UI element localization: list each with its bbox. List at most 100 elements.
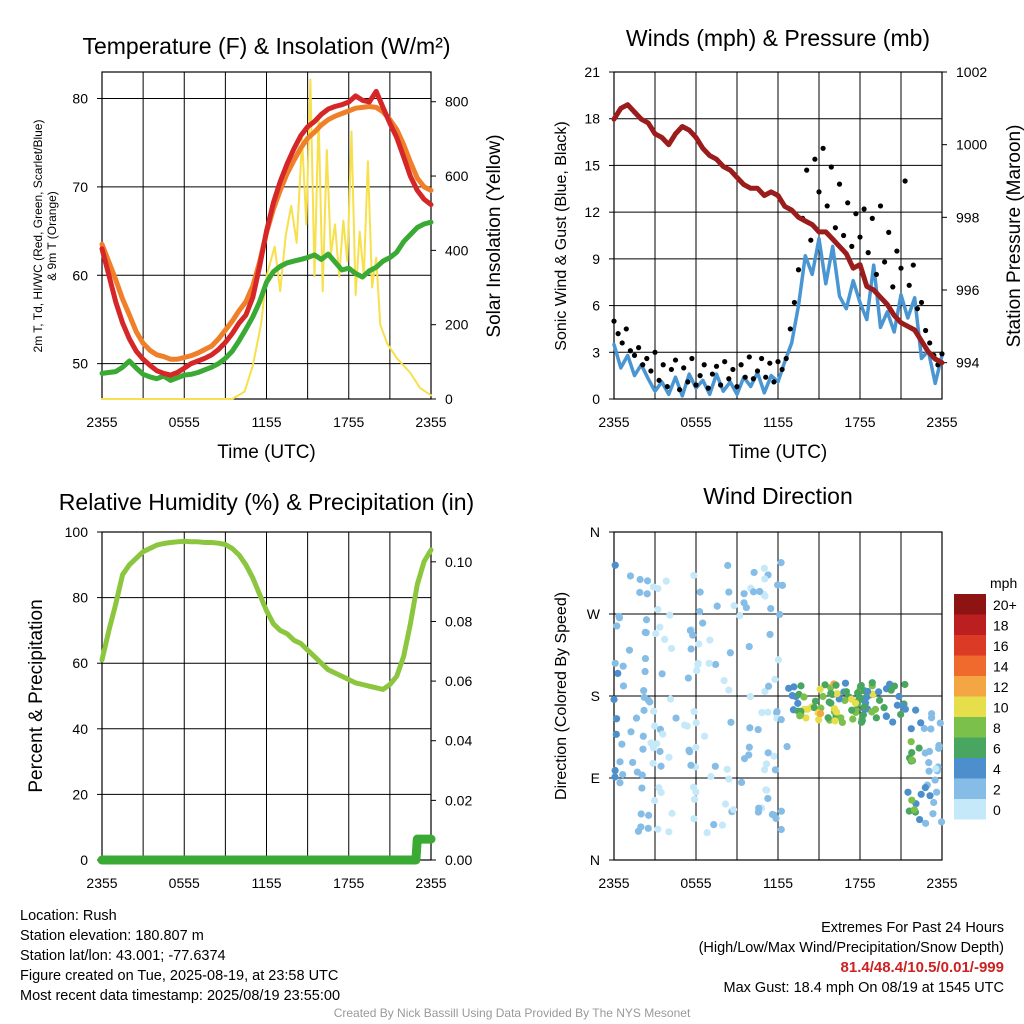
direction-point bbox=[758, 708, 766, 717]
gust-point bbox=[640, 362, 646, 368]
direction-point bbox=[816, 710, 825, 718]
direction-point bbox=[875, 696, 884, 704]
direction-point bbox=[638, 784, 646, 792]
gust-point bbox=[927, 340, 933, 346]
direction-point bbox=[685, 746, 693, 754]
direction-point bbox=[713, 602, 721, 610]
y-tick-label: 9 bbox=[592, 251, 600, 267]
direction-point bbox=[687, 761, 695, 769]
direction-point bbox=[699, 619, 707, 627]
direction-point bbox=[764, 749, 772, 757]
direction-point bbox=[657, 788, 665, 797]
legend-swatch bbox=[954, 717, 986, 738]
x-axis-label: Time (UTC) bbox=[729, 442, 828, 463]
station-elevation: Station elevation: 180.807 m bbox=[20, 928, 204, 944]
direction-point bbox=[649, 744, 657, 752]
direction-point bbox=[895, 692, 903, 701]
gust-point bbox=[631, 352, 638, 358]
gust-point bbox=[877, 203, 884, 209]
direction-point bbox=[860, 703, 868, 711]
direction-point bbox=[797, 682, 805, 690]
gust-point bbox=[750, 376, 757, 382]
direction-point bbox=[692, 788, 700, 796]
direction-point bbox=[656, 623, 664, 631]
extremes-values: 81.4/48.4/10.5/0.01/-999 bbox=[840, 959, 1004, 976]
gust-point bbox=[697, 373, 703, 379]
direction-point bbox=[745, 642, 753, 651]
x-tick-label: 2355 bbox=[926, 875, 957, 891]
x-tick-label: 0555 bbox=[169, 875, 200, 891]
direction-point bbox=[611, 659, 619, 667]
direction-point bbox=[908, 796, 916, 804]
direction-point bbox=[656, 747, 664, 756]
y2-tick-label: 0.04 bbox=[445, 733, 472, 749]
legend-swatch bbox=[954, 696, 986, 717]
gust-point bbox=[738, 362, 744, 368]
direction-point bbox=[642, 629, 650, 637]
direction-point bbox=[619, 682, 628, 690]
direction-point bbox=[652, 629, 660, 638]
gust-point bbox=[853, 211, 859, 217]
gust-point bbox=[713, 363, 720, 369]
direction-point bbox=[778, 581, 787, 589]
gust-point bbox=[726, 376, 732, 382]
y-tick-label: S bbox=[591, 688, 600, 704]
gust-point bbox=[722, 359, 728, 365]
direction-point bbox=[692, 719, 700, 727]
direction-point bbox=[629, 758, 637, 767]
series-line-wind bbox=[612, 236, 944, 398]
gust-point bbox=[685, 379, 691, 385]
direction-point bbox=[633, 768, 641, 776]
extremes-title: Extremes For Past 24 Hours bbox=[821, 920, 1004, 936]
direction-point bbox=[724, 561, 732, 570]
y2-tick-label: 996 bbox=[956, 282, 980, 298]
chart-title: Winds (mph) & Pressure (mb) bbox=[626, 25, 930, 51]
direction-point bbox=[644, 824, 652, 832]
gust-point bbox=[754, 368, 761, 374]
direction-point bbox=[636, 575, 644, 584]
legend-label: 16 bbox=[993, 638, 1009, 654]
direction-point bbox=[718, 821, 727, 829]
direction-point bbox=[666, 611, 674, 619]
direction-point bbox=[832, 681, 840, 689]
gust-point bbox=[689, 355, 695, 362]
direction-point bbox=[730, 602, 738, 610]
gust-point bbox=[636, 345, 642, 351]
direction-point bbox=[625, 646, 634, 654]
gust-point bbox=[779, 366, 785, 373]
x-tick-label: 2355 bbox=[415, 875, 446, 891]
direction-point bbox=[815, 716, 823, 724]
legend-swatch bbox=[954, 614, 986, 635]
panel-wind: 2355 0555 1155 1755 2355 0 3 6 9 12 15 18 21 994 996 99… bbox=[553, 25, 1024, 463]
direction-point bbox=[745, 743, 753, 751]
direction-point bbox=[920, 724, 928, 733]
x-tick-label: 1155 bbox=[763, 875, 793, 891]
y2-tick-label: 994 bbox=[956, 355, 980, 371]
legend-swatch bbox=[954, 778, 986, 799]
y2-tick-label: 800 bbox=[445, 94, 469, 110]
direction-point bbox=[875, 688, 883, 696]
direction-point bbox=[742, 603, 750, 612]
gust-point bbox=[742, 374, 748, 380]
gust-point bbox=[849, 243, 855, 249]
gust-point bbox=[939, 351, 945, 357]
gust-point bbox=[668, 366, 675, 373]
direction-point bbox=[771, 766, 780, 774]
direction-point bbox=[916, 815, 924, 824]
direction-point bbox=[665, 828, 673, 836]
direction-point bbox=[690, 795, 699, 803]
direction-point bbox=[665, 753, 673, 761]
direction-point bbox=[777, 807, 785, 815]
gust-point bbox=[832, 225, 839, 231]
extremes-panel: Extremes For Past 24 Hours (High/Low/Max… bbox=[699, 918, 1004, 998]
direction-point bbox=[842, 688, 851, 696]
panel-dir: 2355 0555 1155 1755 2355 N E S W N Wind Direction D… bbox=[553, 483, 1017, 891]
x-tick-label: 1155 bbox=[763, 414, 793, 430]
gust-point bbox=[611, 318, 617, 324]
direction-point bbox=[640, 687, 648, 695]
direction-point bbox=[737, 778, 746, 787]
direction-point bbox=[864, 687, 872, 696]
chart-title: Wind Direction bbox=[703, 483, 853, 509]
y-tick-label: 100 bbox=[65, 524, 89, 540]
direction-point bbox=[736, 612, 744, 620]
